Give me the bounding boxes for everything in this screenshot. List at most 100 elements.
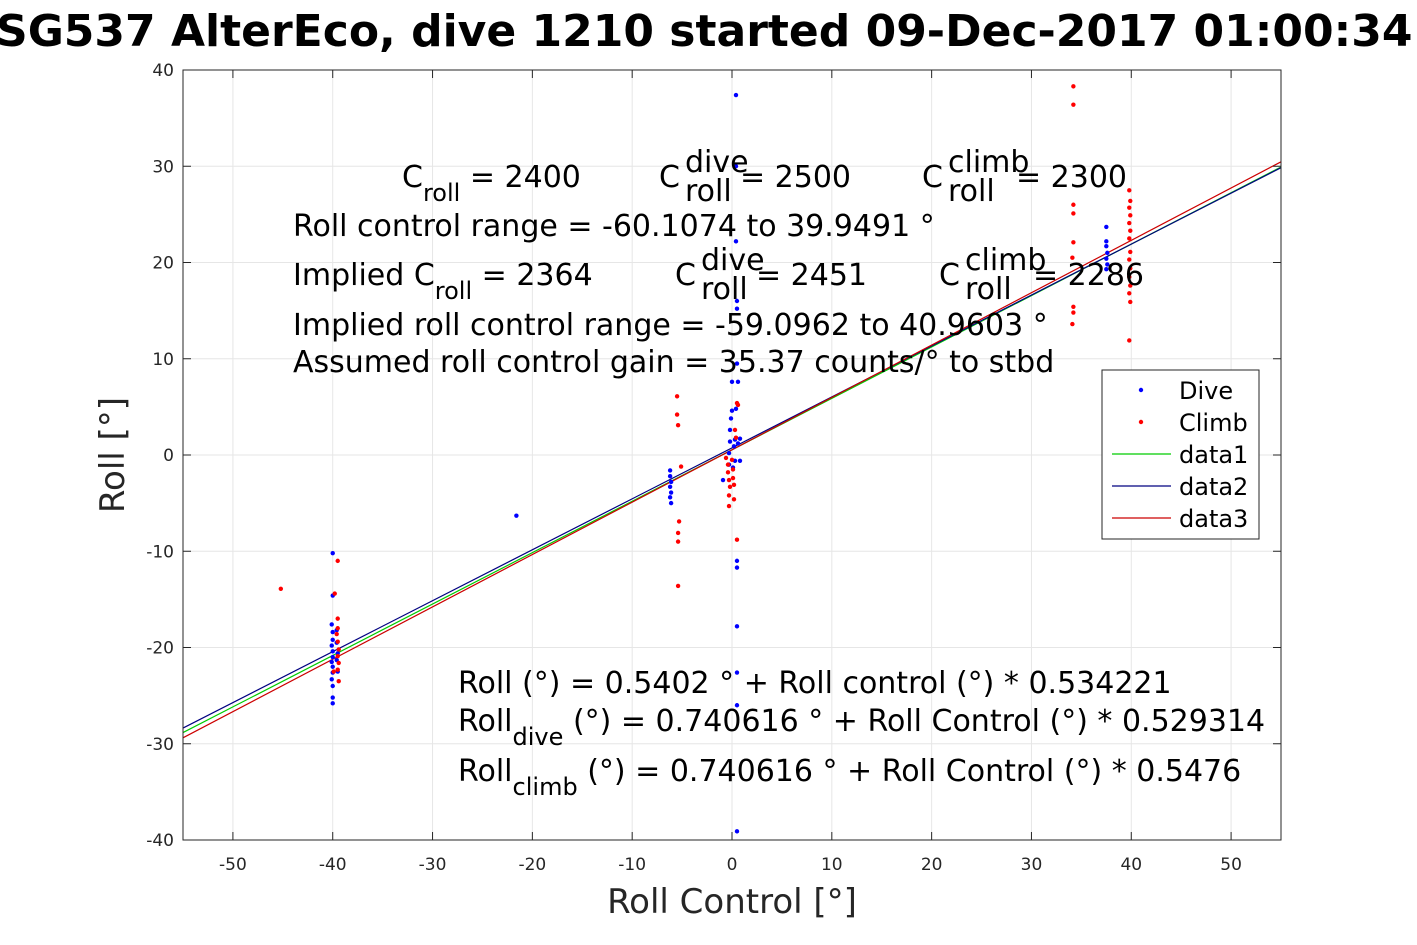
legend-label-data3: data3 bbox=[1179, 505, 1248, 533]
climb-point bbox=[678, 464, 684, 469]
dive-point bbox=[1104, 256, 1109, 261]
dive-point bbox=[737, 436, 743, 441]
dive-point bbox=[733, 239, 739, 244]
dive-point bbox=[330, 649, 335, 654]
annotation-fit-dive: Rolldive (°) = 0.740616 ° + Roll Control… bbox=[458, 704, 1265, 751]
climb-point bbox=[1128, 228, 1133, 233]
climb-point bbox=[1127, 205, 1132, 210]
annotation-implied-c-roll-climb-sup: climb bbox=[965, 243, 1046, 278]
annotation-implied-c-roll-climb-value: = 2286 bbox=[1033, 258, 1144, 293]
climb-point bbox=[735, 402, 741, 408]
dive-point bbox=[1104, 243, 1109, 249]
annotation-c-roll-climb-sup: climb bbox=[948, 145, 1029, 180]
dive-point bbox=[734, 703, 740, 708]
legend-label-climb: Climb bbox=[1179, 409, 1248, 437]
climb-point bbox=[674, 412, 680, 417]
annotation-fit-climb: Rollclimb (°) = 0.740616 ° + Roll Contro… bbox=[458, 754, 1241, 801]
climb-point bbox=[1128, 198, 1133, 204]
y-tick-label: -20 bbox=[146, 639, 174, 659]
climb-point bbox=[278, 586, 284, 591]
climb-point bbox=[674, 394, 680, 399]
climb-point bbox=[1127, 274, 1132, 280]
legend-marker-dive bbox=[1138, 387, 1144, 393]
climb-point bbox=[1127, 188, 1132, 193]
legend: Dive Climb data1 data2 data3 bbox=[1101, 369, 1260, 540]
dive-point bbox=[729, 379, 735, 385]
dive-point bbox=[731, 444, 737, 449]
annotation-c-roll-dive: C bbox=[659, 160, 680, 195]
dive-point bbox=[330, 683, 335, 689]
dive-point bbox=[734, 298, 740, 304]
climb-point bbox=[1071, 240, 1076, 245]
climb-point bbox=[1071, 202, 1076, 207]
dive-point bbox=[330, 664, 335, 669]
climb-point bbox=[336, 678, 341, 684]
climb-point bbox=[334, 631, 339, 637]
climb-point bbox=[729, 457, 735, 463]
annotation-c-roll-climb-sub: roll bbox=[948, 174, 995, 209]
x-tick-label: -50 bbox=[219, 855, 247, 875]
dive-point bbox=[1104, 267, 1109, 272]
legend-label-dive: Dive bbox=[1179, 377, 1233, 405]
climb-point bbox=[1128, 266, 1133, 271]
climb-point bbox=[1128, 249, 1133, 255]
climb-point bbox=[1128, 283, 1133, 288]
climb-point bbox=[676, 519, 682, 524]
climb-point bbox=[725, 470, 731, 475]
climb-point bbox=[335, 626, 340, 631]
dive-point bbox=[728, 416, 734, 421]
climb-point bbox=[734, 537, 740, 542]
annotation-c-roll-climb: C bbox=[922, 160, 943, 195]
dive-point bbox=[720, 477, 726, 483]
climb-point bbox=[732, 427, 738, 433]
dive-point bbox=[734, 624, 740, 629]
annotation-implied-c-roll-dive: C bbox=[675, 258, 696, 293]
y-tick-label: 30 bbox=[152, 157, 174, 177]
climb-point bbox=[727, 484, 733, 489]
y-axis-label: Roll [°] bbox=[93, 397, 133, 513]
climb-point bbox=[1128, 213, 1133, 218]
climb-point bbox=[1070, 255, 1075, 260]
annotation-implied-c-roll-dive-value: = 2451 bbox=[756, 258, 867, 293]
climb-point bbox=[336, 647, 341, 652]
annotation-c-roll: Croll = 2400 bbox=[402, 160, 581, 207]
dive-point bbox=[667, 495, 673, 500]
climb-point bbox=[675, 583, 681, 589]
dive-point bbox=[330, 637, 335, 642]
climb-point bbox=[726, 503, 732, 509]
dive-point bbox=[735, 441, 741, 446]
y-tick-label: 20 bbox=[152, 254, 174, 274]
annotation-c-roll-dive-sub: roll bbox=[685, 174, 732, 209]
annotation-implied-c-roll-dive-sup: dive bbox=[701, 243, 765, 278]
climb-point bbox=[1127, 220, 1132, 226]
fit-lines bbox=[182, 161, 1282, 739]
annotation-fit-all: Roll (°) = 0.5402 ° + Roll control (°) *… bbox=[458, 666, 1172, 701]
climb-point bbox=[1071, 84, 1076, 89]
annotation-implied-c-roll: Implied Croll = 2364 bbox=[293, 258, 593, 305]
x-tick-label: -10 bbox=[618, 855, 646, 875]
dive-point bbox=[329, 677, 334, 682]
dive-point bbox=[667, 468, 673, 473]
climb-point bbox=[1070, 321, 1075, 327]
x-tick-label: 50 bbox=[1220, 855, 1242, 875]
chart-title: SG537 AlterEco, dive 1210 started 09-Dec… bbox=[0, 6, 1412, 57]
climb-point bbox=[726, 477, 732, 483]
climb-point bbox=[1128, 299, 1133, 305]
dive-point bbox=[330, 550, 335, 556]
x-tick-label: 30 bbox=[1021, 855, 1043, 875]
annotation-c-roll-dive-value: = 2500 bbox=[740, 160, 851, 195]
dive-point bbox=[329, 643, 334, 648]
climb-point bbox=[1127, 291, 1132, 296]
dive-point bbox=[1105, 262, 1110, 267]
climb-point bbox=[332, 591, 337, 596]
dive-point bbox=[667, 484, 673, 489]
dive-point bbox=[668, 500, 674, 506]
climb-point bbox=[335, 616, 340, 621]
climb-point bbox=[335, 558, 340, 564]
annotation-c-roll-dive-sup: dive bbox=[685, 145, 749, 180]
dive-point bbox=[734, 361, 740, 366]
dive-point bbox=[726, 450, 732, 456]
climb-point bbox=[731, 497, 737, 502]
annotation-implied-c-roll-climb-sub: roll bbox=[965, 272, 1012, 307]
